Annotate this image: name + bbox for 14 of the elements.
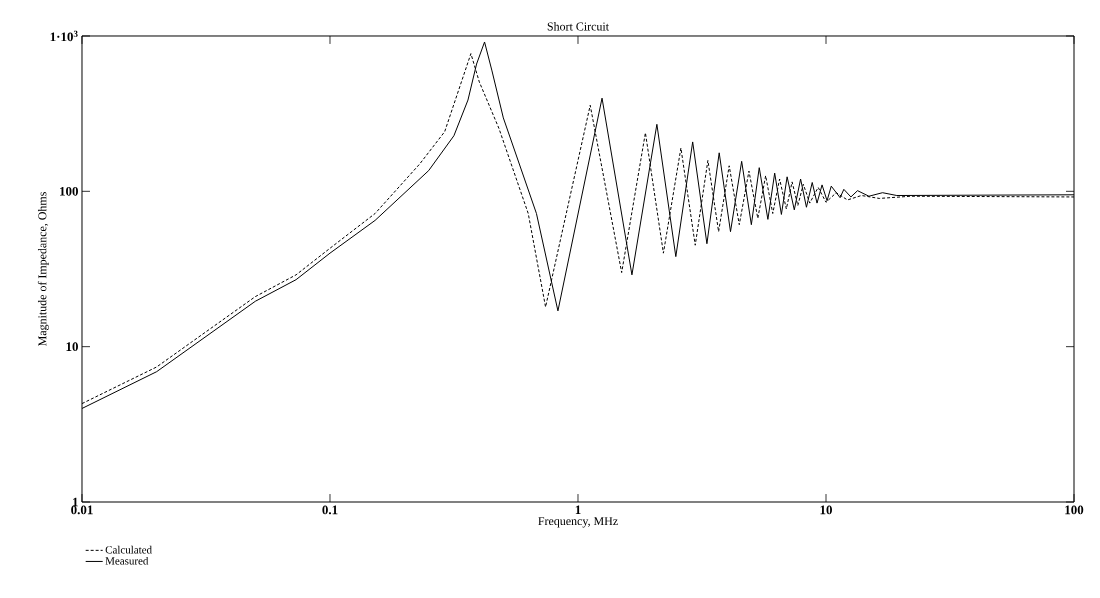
x-tick-label: 10 xyxy=(820,505,832,515)
chart-title: Short Circuit xyxy=(547,22,609,31)
x-tick-label: 100 xyxy=(1065,505,1084,515)
legend-label: Calculated xyxy=(105,545,152,554)
x-tick-label: 0.1 xyxy=(322,505,338,515)
x-tick-label: 0.01 xyxy=(71,505,93,515)
y-axis-title: Magnitude of Impedance, Ohms xyxy=(37,192,49,347)
y-tick-label: 1 xyxy=(73,497,78,507)
y-tick-label: 1·10$^{3}$ xyxy=(50,30,78,42)
legend-label: Measured xyxy=(105,556,149,565)
x-axis-title: Frequency, MHz xyxy=(538,517,618,528)
x-tick-label: 1 xyxy=(575,505,581,515)
y-tick-label: 100 xyxy=(60,186,78,196)
y-tick-label: 10 xyxy=(66,342,78,352)
